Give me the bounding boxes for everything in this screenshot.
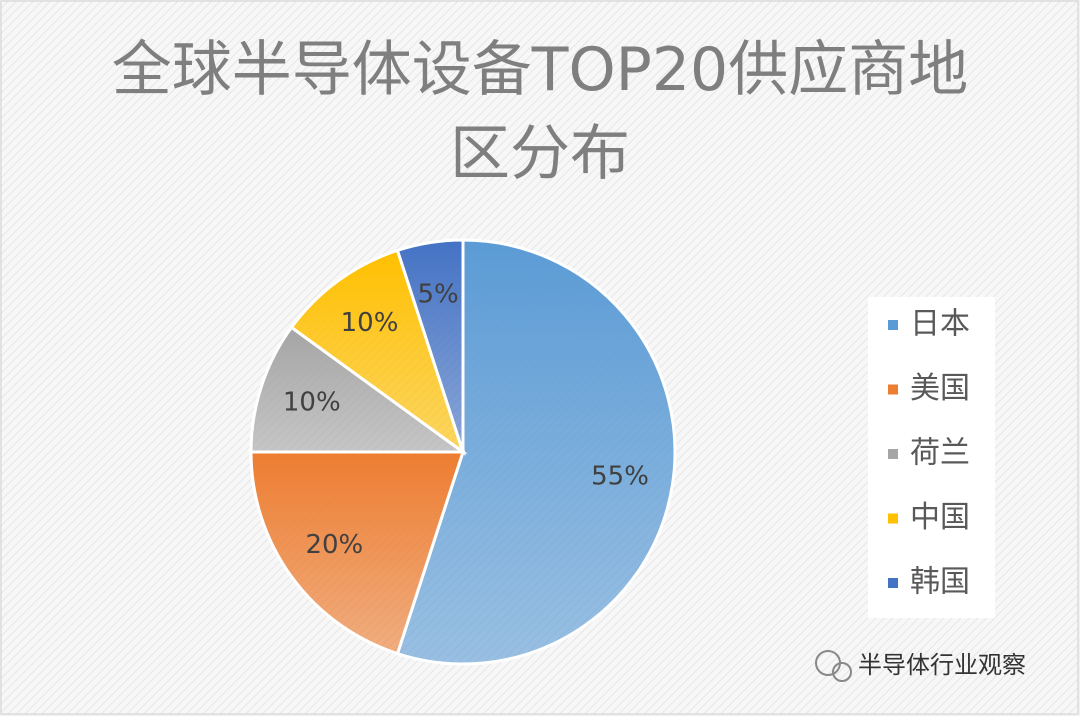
pie-slice [249, 325, 468, 454]
watermark: 半导体行业观察 [858, 651, 1026, 679]
legend-label: 日本 [910, 307, 970, 342]
watermark-icon [815, 650, 852, 682]
legend-swatch [888, 513, 898, 524]
data-label: 55% [591, 461, 649, 491]
legend-swatch [888, 578, 898, 588]
data-label: 10% [283, 387, 341, 417]
legend-label: 荷兰 [910, 436, 970, 471]
legend-label: 美国 [910, 371, 970, 406]
data-label: 5% [418, 279, 459, 309]
legend-label: 中国 [910, 500, 970, 535]
data-label: 20% [305, 530, 363, 560]
pie-slice [249, 450, 466, 656]
legend-swatch [888, 320, 898, 330]
chart-title: 全球半导体设备TOP20供应商地区分布 [111, 35, 969, 189]
data-label: 10% [341, 308, 399, 338]
legend-label: 韩国 [910, 565, 970, 600]
legend-swatch [888, 384, 898, 395]
legend-swatch [888, 449, 898, 459]
pie-slice [289, 248, 466, 456]
pie-slice [395, 238, 465, 453]
pie-slice [395, 238, 677, 666]
